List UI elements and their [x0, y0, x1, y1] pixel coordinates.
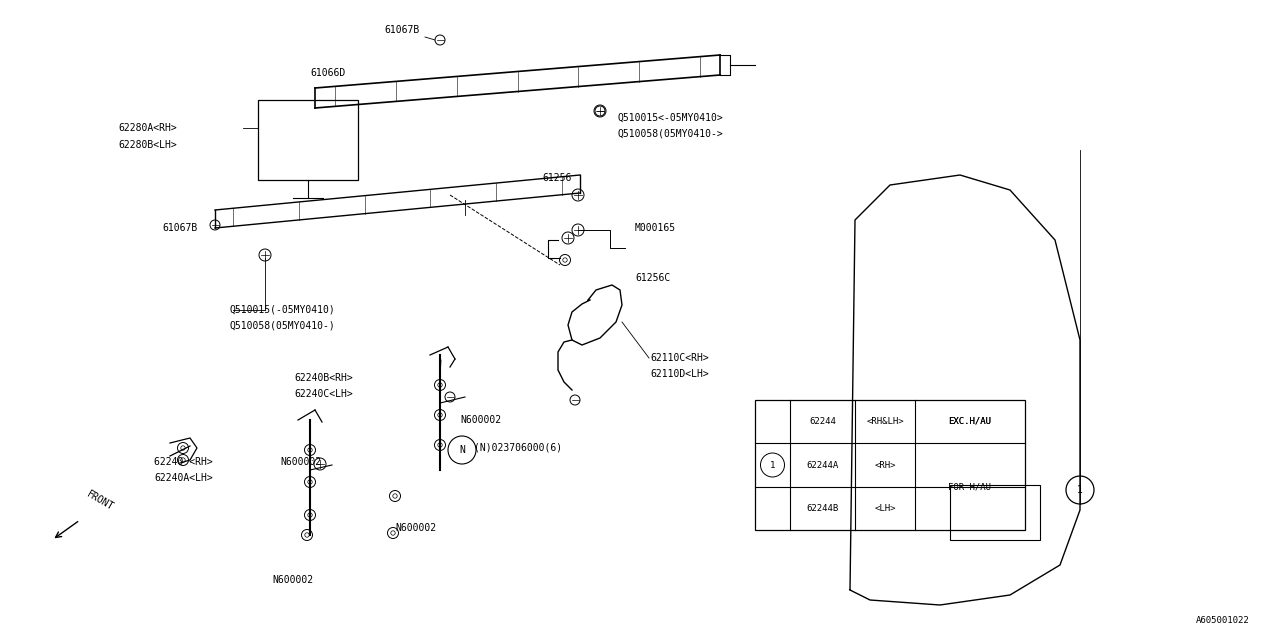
Text: N600002: N600002 — [280, 457, 321, 467]
Text: FOR H/AU: FOR H/AU — [948, 482, 992, 491]
Text: EXC.H/AU: EXC.H/AU — [948, 417, 992, 426]
Text: 1: 1 — [1076, 485, 1083, 495]
Text: N600002: N600002 — [460, 415, 502, 425]
Text: 1: 1 — [769, 461, 776, 470]
Text: FRONT: FRONT — [84, 489, 115, 512]
Text: M000165: M000165 — [635, 223, 676, 233]
Text: Q510015<-05MY0410>: Q510015<-05MY0410> — [618, 113, 723, 123]
Text: 61067B: 61067B — [163, 223, 198, 233]
Text: A605001022: A605001022 — [1197, 616, 1251, 625]
Text: 62244A: 62244A — [806, 461, 838, 470]
Text: <LH>: <LH> — [874, 504, 896, 513]
Text: 62240 <RH>: 62240 <RH> — [154, 457, 212, 467]
Text: Q510015(-05MY0410): Q510015(-05MY0410) — [230, 305, 335, 315]
Bar — [950, 485, 1039, 540]
Text: Q510058(05MY0410->: Q510058(05MY0410-> — [618, 129, 723, 139]
Text: 62110C<RH>: 62110C<RH> — [650, 353, 709, 363]
Text: 62240A<LH>: 62240A<LH> — [154, 473, 212, 483]
Text: 61066D: 61066D — [310, 68, 346, 78]
Text: <RH>: <RH> — [874, 461, 896, 470]
Text: EXC.H/AU: EXC.H/AU — [948, 417, 992, 426]
Text: 62244B: 62244B — [806, 504, 838, 513]
Text: N600002: N600002 — [396, 523, 436, 533]
Bar — [259, 100, 358, 180]
Text: 62110D<LH>: 62110D<LH> — [650, 369, 709, 379]
Text: (N)023706000(6): (N)023706000(6) — [474, 443, 562, 453]
Text: 62240B<RH>: 62240B<RH> — [294, 373, 353, 383]
Text: 62244: 62244 — [809, 417, 836, 426]
Text: 62280A<RH>: 62280A<RH> — [118, 123, 177, 133]
Text: N600002: N600002 — [273, 575, 314, 585]
Text: 61067B: 61067B — [385, 25, 420, 35]
Text: Q510058(05MY0410-): Q510058(05MY0410-) — [230, 321, 335, 331]
Text: 62280B<LH>: 62280B<LH> — [118, 140, 177, 150]
Bar — [755, 400, 1025, 530]
Text: N: N — [460, 445, 465, 455]
Text: <RH&LH>: <RH&LH> — [867, 417, 904, 426]
Text: 61256: 61256 — [543, 173, 572, 183]
Text: 62240C<LH>: 62240C<LH> — [294, 389, 353, 399]
Text: 61256C: 61256C — [635, 273, 671, 283]
